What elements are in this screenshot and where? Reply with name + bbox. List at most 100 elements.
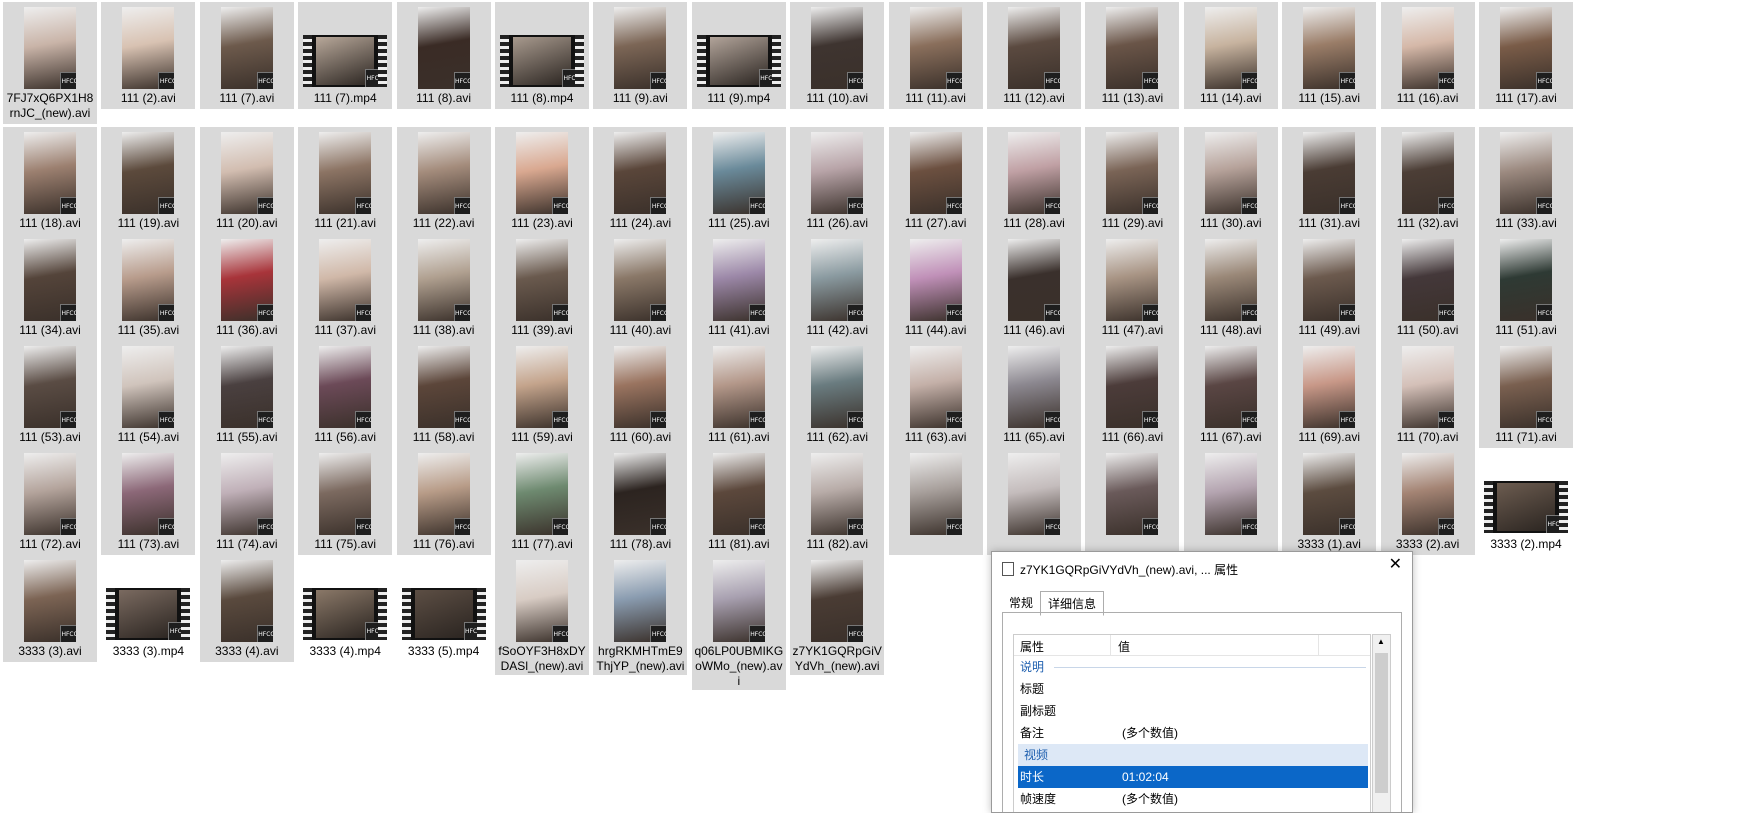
file-item[interactable]: HFCOC 111 (69).avi xyxy=(1282,341,1377,448)
file-item[interactable]: HFCOC 111 (29).avi xyxy=(1085,127,1180,234)
tab-details[interactable]: 详细信息 xyxy=(1040,591,1105,616)
file-item[interactable]: HFCOC 111 (9).avi xyxy=(593,2,688,109)
file-item[interactable]: HFCOC 111 (70).avi xyxy=(1380,341,1475,448)
file-item[interactable]: HFCOC 111 (33).avi xyxy=(1479,127,1573,234)
file-item[interactable]: HFCOC 111 (60).avi xyxy=(593,341,688,448)
file-item[interactable]: HFCOC 111 (71).avi xyxy=(1479,341,1573,448)
file-item[interactable]: HFCOC 111 (28).avi xyxy=(987,127,1081,234)
file-item[interactable]: HFCOC 111 (30).avi xyxy=(1183,127,1278,234)
file-item[interactable]: HFCOC 111 (59).avi xyxy=(495,341,589,448)
file-item[interactable]: HFCOC 111 (8).mp4 xyxy=(495,2,589,109)
file-item[interactable]: HFCOC fSoOYF3H8xDYDASl_(new).avi xyxy=(495,555,589,675)
property-row[interactable]: 时长 01:02:04 xyxy=(1018,766,1368,788)
file-item[interactable]: HFCOC 3333 (3).mp4 xyxy=(101,555,195,662)
file-item[interactable]: HFCOC 111 (56).avi xyxy=(298,341,393,448)
file-item[interactable]: HFCOC 111 (82).avi xyxy=(790,448,885,555)
file-item[interactable]: HFCOC 111 (21).avi xyxy=(298,127,393,234)
file-item[interactable]: HFCOC xyxy=(1183,448,1278,555)
file-item[interactable]: HFCOC 111 (13).avi xyxy=(1085,2,1180,109)
file-item[interactable]: HFCOC 111 (50).avi xyxy=(1380,234,1475,341)
file-item[interactable]: HFCOC 111 (54).avi xyxy=(101,341,196,448)
file-item[interactable]: HFCOC 111 (35).avi xyxy=(101,234,196,341)
property-group[interactable]: 视频 xyxy=(1018,744,1368,766)
scrollbar-thumb[interactable] xyxy=(1375,653,1388,793)
file-item[interactable]: HFCOC 111 (36).avi xyxy=(199,234,294,341)
close-icon[interactable]: ✕ xyxy=(1388,556,1402,573)
file-item[interactable]: HFCOC 3333 (2).mp4 xyxy=(1479,448,1573,555)
file-item[interactable]: HFCOC 111 (38).avi xyxy=(396,234,491,341)
file-item[interactable]: HFCOC 111 (44).avi xyxy=(888,234,983,341)
file-item[interactable]: HFCOC 111 (31).avi xyxy=(1282,127,1377,234)
file-item[interactable]: HFCOC 111 (74).avi xyxy=(199,448,294,555)
file-item[interactable]: HFCOC 111 (26).avi xyxy=(790,127,885,234)
file-item[interactable]: HFCOC 111 (8).avi xyxy=(396,2,491,109)
file-item[interactable]: HFCOC hrgRKMHTmE9ThjYP_(new).avi xyxy=(593,555,688,675)
file-item[interactable]: HFCOC 111 (18).avi xyxy=(3,127,97,234)
file-item[interactable]: HFCOC 111 (73).avi xyxy=(101,448,196,555)
file-item[interactable]: HFCOC xyxy=(987,448,1081,555)
property-row[interactable]: 备注 (多个数值) xyxy=(1014,722,1370,744)
file-item[interactable]: HFCOC 111 (19).avi xyxy=(101,127,196,234)
file-item[interactable]: HFCOC 111 (75).avi xyxy=(298,448,393,555)
file-item[interactable]: HFCOC 7FJ7xQ6PX1H8rnJC_(new).avi xyxy=(3,2,97,124)
file-item[interactable]: HFCOC 111 (39).avi xyxy=(495,234,589,341)
file-item[interactable]: HFCOC 3333 (4).avi xyxy=(199,555,294,662)
file-item[interactable]: HFCOC 111 (34).avi xyxy=(3,234,97,341)
column-property[interactable]: 属性 xyxy=(1020,640,1045,654)
file-item[interactable]: HFCOC 111 (40).avi xyxy=(593,234,688,341)
file-item[interactable]: HFCOC 111 (16).avi xyxy=(1380,2,1475,109)
file-item[interactable]: HFCOC 3333 (5).mp4 xyxy=(397,555,491,662)
property-row[interactable]: 帧速度 (多个数值) xyxy=(1014,788,1370,810)
file-item[interactable]: HFCOC 111 (72).avi xyxy=(3,448,97,555)
file-item[interactable]: HFCOC 111 (46).avi xyxy=(987,234,1081,341)
file-item[interactable]: HFCOC 111 (49).avi xyxy=(1282,234,1377,341)
file-item[interactable]: HFCOC 3333 (1).avi xyxy=(1282,448,1377,555)
column-value[interactable]: 值 xyxy=(1118,640,1131,654)
file-item[interactable]: HFCOC 111 (61).avi xyxy=(691,341,786,448)
file-item[interactable]: HFCOC 111 (48).avi xyxy=(1183,234,1278,341)
file-item[interactable]: HFCOC 111 (78).avi xyxy=(593,448,688,555)
file-item[interactable]: HFCOC 111 (42).avi xyxy=(790,234,885,341)
file-item[interactable]: HFCOC xyxy=(888,448,983,555)
file-item[interactable]: HFCOC 111 (9).mp4 xyxy=(691,2,786,109)
file-item[interactable]: HFCOC 111 (7).avi xyxy=(199,2,294,109)
file-item[interactable]: HFCOC 111 (32).avi xyxy=(1380,127,1475,234)
file-item[interactable]: HFCOC 111 (63).avi xyxy=(888,341,983,448)
file-item[interactable]: HFCOC 111 (55).avi xyxy=(199,341,294,448)
file-item[interactable]: HFCOC 111 (53).avi xyxy=(3,341,97,448)
property-row[interactable]: 标题 xyxy=(1014,678,1370,700)
file-item[interactable]: HFCOC q06LP0UBMIKGoWMo_(new).avi xyxy=(691,555,786,690)
file-item[interactable]: HFCOC 111 (20).avi xyxy=(199,127,294,234)
file-item[interactable]: HFCOC 111 (23).avi xyxy=(495,127,589,234)
file-item[interactable]: HFCOC 111 (81).avi xyxy=(691,448,786,555)
file-item[interactable]: HFCOC 111 (10).avi xyxy=(790,2,885,109)
file-item[interactable]: HFCOC 111 (11).avi xyxy=(888,2,983,109)
file-item[interactable]: HFCOC 111 (67).avi xyxy=(1183,341,1278,448)
scroll-up-icon[interactable]: ▲ xyxy=(1377,637,1385,646)
file-item[interactable]: HFCOC 111 (58).avi xyxy=(396,341,491,448)
file-item[interactable]: HFCOC z7YK1GQRpGiVYdVh_(new).avi xyxy=(790,555,885,675)
file-item[interactable]: HFCOC xyxy=(1085,448,1180,555)
file-item[interactable]: HFCOC 111 (25).avi xyxy=(691,127,786,234)
file-item[interactable]: HFCOC 3333 (2).avi xyxy=(1380,448,1475,555)
file-item[interactable]: HFCOC 111 (62).avi xyxy=(790,341,885,448)
tab-general[interactable]: 常规 xyxy=(1009,596,1034,610)
file-item[interactable]: HFCOC 111 (7).mp4 xyxy=(298,2,393,109)
file-item[interactable]: HFCOC 111 (37).avi xyxy=(298,234,393,341)
property-group[interactable]: 说明 xyxy=(1014,656,1370,678)
file-item[interactable]: HFCOC 111 (76).avi xyxy=(396,448,491,555)
scrollbar[interactable]: ▲ xyxy=(1372,634,1391,812)
file-item[interactable]: HFCOC 111 (51).avi xyxy=(1479,234,1573,341)
file-item[interactable]: HFCOC 111 (24).avi xyxy=(593,127,688,234)
file-item[interactable]: HFCOC 111 (17).avi xyxy=(1479,2,1573,109)
file-item[interactable]: HFCOC 111 (66).avi xyxy=(1085,341,1180,448)
file-item[interactable]: HFCOC 111 (77).avi xyxy=(495,448,589,555)
file-item[interactable]: HFCOC 111 (15).avi xyxy=(1282,2,1377,109)
file-item[interactable]: HFCOC 111 (41).avi xyxy=(691,234,786,341)
file-item[interactable]: HFCOC 3333 (4).mp4 xyxy=(298,555,392,662)
file-item[interactable]: HFCOC 111 (22).avi xyxy=(396,127,491,234)
file-item[interactable]: HFCOC 111 (27).avi xyxy=(888,127,983,234)
file-item[interactable]: HFCOC 111 (2).avi xyxy=(101,2,196,109)
file-item[interactable]: HFCOC 111 (47).avi xyxy=(1085,234,1180,341)
file-item[interactable]: HFCOC 111 (65).avi xyxy=(987,341,1081,448)
